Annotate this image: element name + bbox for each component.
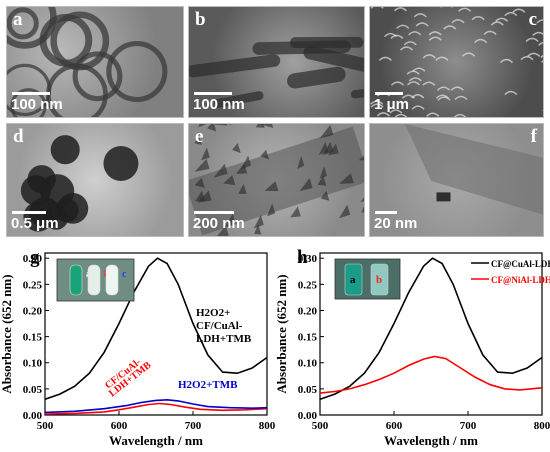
inset-tube-label: c — [122, 269, 127, 280]
x-tick-label: 500 — [37, 420, 54, 432]
series-line — [44, 402, 268, 415]
y-tick-label: 0.05 — [23, 384, 43, 396]
inset-vial-label: a — [350, 274, 356, 286]
series-annotation: H2O2+TMB — [178, 379, 238, 391]
scale-bar — [12, 211, 46, 214]
scale-bar-label: 100 nm — [11, 96, 63, 113]
scale-bar — [194, 211, 234, 214]
panel-label: c — [528, 9, 537, 30]
chart-h: 500 600 700 800 0.00 0.05 0.10 0.15 0.20 0.25 0.30… — [275, 247, 550, 448]
series-annotation: H2O2+ — [196, 307, 230, 319]
y-tick-label: 0.20 — [23, 305, 43, 317]
series-line — [319, 257, 543, 401]
micrograph-d: d 0.5 μm — [6, 123, 184, 237]
panel-label: g — [30, 247, 40, 268]
y-tick-label: 0.05 — [298, 384, 318, 396]
legend-entry: CF@CuAl-LDH (a) — [491, 259, 550, 269]
x-tick-label: 600 — [111, 420, 128, 432]
scale-bar — [375, 211, 397, 214]
micrograph-texture — [189, 124, 364, 236]
scale-bar-label: 20 nm — [374, 215, 418, 232]
inset-tube — [87, 264, 101, 296]
x-tick-label: 700 — [185, 420, 202, 432]
y-tick-label: 0.00 — [298, 410, 318, 422]
series-line — [44, 398, 268, 414]
panel-label: e — [195, 126, 204, 147]
x-axis-label: Wavelength / nm — [384, 433, 478, 448]
micrograph-f: f 20 nm — [369, 123, 544, 237]
panel-label: d — [13, 126, 24, 147]
micrograph-a: a 100 nm — [6, 6, 184, 118]
inset-vial — [344, 263, 363, 296]
inset-vial-label: b — [376, 274, 382, 286]
micrograph-texture — [7, 7, 168, 117]
x-tick-label: 800 — [534, 420, 550, 432]
micrograph-b: b 100 nm — [188, 6, 365, 118]
series-line — [319, 355, 543, 394]
x-tick-label: 500 — [312, 420, 329, 432]
y-tick-label: 0.25 — [23, 279, 43, 291]
legend-entry: CF@NiAl-LDH (b) — [491, 275, 550, 285]
x-tick-label: 700 — [460, 420, 477, 432]
panel-label: f — [530, 126, 537, 147]
chart-g: 500 600 700 800 0.00 0.05 0.10 0.15 0.20 0.25 0.30… — [0, 247, 275, 448]
y-tick-label: 0.20 — [298, 305, 318, 317]
scale-bar-label: 200 nm — [193, 215, 245, 232]
micrograph-e: e 200 nm — [188, 123, 365, 237]
panel-label: h — [297, 247, 308, 268]
scale-bar-label: 1 μm — [374, 96, 410, 113]
x-tick-label: 600 — [386, 420, 403, 432]
panel-label: a — [13, 9, 23, 30]
inset-tube — [105, 264, 119, 296]
y-axis-label: Absorbance (652 nm) — [275, 274, 289, 393]
inset-vial — [370, 263, 389, 296]
micrograph-c: c 1 μm — [369, 6, 544, 118]
scale-bar — [12, 92, 50, 95]
y-tick-label: 0.25 — [298, 279, 318, 291]
micrograph-texture — [189, 36, 364, 108]
y-tick-label: 0.30 — [23, 253, 43, 265]
panel-label: b — [195, 9, 206, 30]
y-tick-label: 0.15 — [23, 332, 43, 344]
y-tick-label: 0.10 — [23, 358, 43, 370]
scale-bar-label: 100 nm — [193, 96, 245, 113]
series-annotation: LDH+TMB — [196, 333, 252, 345]
scale-bar-label: 0.5 μm — [11, 215, 59, 232]
scale-bar — [194, 92, 232, 95]
y-tick-label: 0.00 — [23, 410, 43, 422]
y-tick-label: 0.15 — [298, 332, 318, 344]
y-tick-label: 0.30 — [298, 253, 318, 265]
y-tick-label: 0.10 — [298, 358, 318, 370]
series-line — [44, 257, 268, 401]
x-axis-label: Wavelength / nm — [109, 433, 203, 448]
inset-tube — [69, 264, 83, 296]
y-axis-label: Absorbance (652 nm) — [0, 274, 14, 393]
scale-bar — [375, 92, 403, 95]
x-tick-label: 800 — [259, 420, 275, 432]
micrograph-texture — [405, 124, 543, 215]
series-annotation: CF/CuAl- — [196, 320, 243, 332]
micrograph-texture — [370, 7, 543, 117]
